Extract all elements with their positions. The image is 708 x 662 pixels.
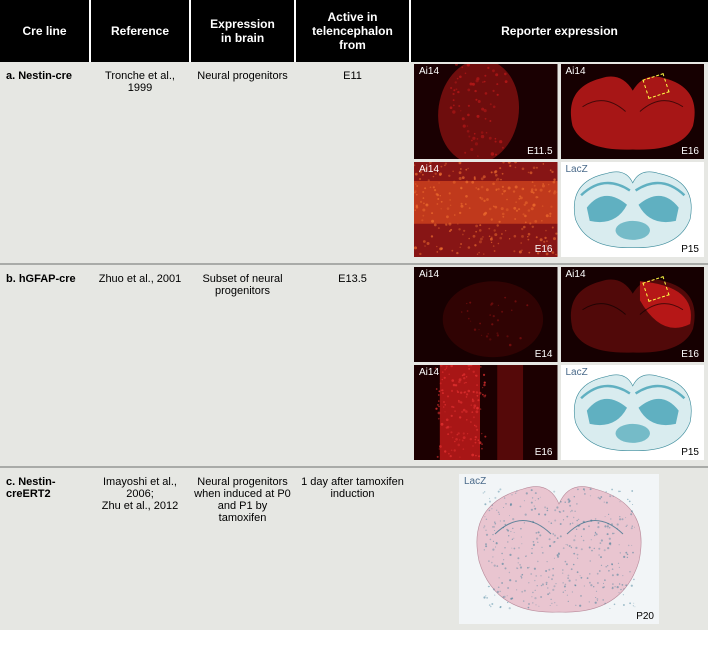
image-panel: LacZ P20: [459, 474, 659, 624]
table-row: a. Nestin-cre Tronche et al., 1999 Neura…: [0, 62, 708, 264]
cell-ref: Zhuo et al., 2001: [90, 264, 190, 467]
reporter-label: Ai14: [564, 269, 588, 280]
panel-grid: Ai14 E11.5 Ai14 E16 Ai14 E16 LacZ P15: [410, 62, 708, 263]
reporter-label: LacZ: [462, 476, 488, 487]
stage-label: E16: [533, 447, 555, 458]
stage-label: E16: [533, 244, 555, 255]
stage-label: P15: [679, 244, 701, 255]
reporter-label: Ai14: [417, 367, 441, 378]
cell-active: 1 day after tamoxifen induction: [295, 467, 410, 630]
table-row: b. hGFAP-cre Zhuo et al., 2001 Subset of…: [0, 264, 708, 467]
cell-reporter: Ai14 E14 Ai14 E16 Ai14 E16 LacZ P15: [410, 264, 708, 467]
reporter-label: Ai14: [417, 164, 441, 175]
cell-expr: Subset of neural progenitors: [190, 264, 295, 467]
reporter-label: Ai14: [417, 269, 441, 280]
stage-label: E14: [533, 349, 555, 360]
stage-label: P15: [679, 447, 701, 458]
panel-grid: Ai14 E14 Ai14 E16 Ai14 E16 LacZ P15: [410, 265, 708, 466]
cell-ref: Imayoshi et al., 2006;Zhu et al., 2012: [90, 467, 190, 630]
stage-label: E11.5: [525, 146, 554, 157]
table-body: a. Nestin-cre Tronche et al., 1999 Neura…: [0, 62, 708, 630]
header-reporter: Reporter expression: [410, 0, 708, 62]
image-panel: Ai14 E14: [414, 267, 558, 362]
cell-expr: Neural progenitors: [190, 62, 295, 264]
stage-label: E16: [679, 349, 701, 360]
cell-reporter: Ai14 E11.5 Ai14 E16 Ai14 E16 LacZ P15: [410, 62, 708, 264]
table-row: c. Nestin- creERT2 Imayoshi et al., 2006…: [0, 467, 708, 630]
cell-ref: Tronche et al., 1999: [90, 62, 190, 264]
stage-label: E16: [679, 146, 701, 157]
reporter-label: LacZ: [564, 164, 590, 175]
image-panel: LacZ P15: [561, 365, 705, 460]
reporter-label: Ai14: [417, 66, 441, 77]
image-panel: Ai14 E16: [414, 365, 558, 460]
cell-reporter: LacZ P20: [410, 467, 708, 630]
header-cre: Cre line: [0, 0, 90, 62]
cre-line-table: Cre line Reference Expressionin brain Ac…: [0, 0, 708, 630]
cell-active: E11: [295, 62, 410, 264]
image-panel: Ai14 E16: [414, 162, 558, 257]
reporter-label: LacZ: [564, 367, 590, 378]
image-panel: Ai14 E16: [561, 267, 705, 362]
image-panel: LacZ P15: [561, 162, 705, 257]
panel-single: LacZ P20: [410, 468, 708, 630]
header-ref: Reference: [90, 0, 190, 62]
reporter-label: Ai14: [564, 66, 588, 77]
cell-cre: a. Nestin-cre: [0, 62, 90, 264]
cell-cre: c. Nestin- creERT2: [0, 467, 90, 630]
cell-cre: b. hGFAP-cre: [0, 264, 90, 467]
stage-label: P20: [634, 611, 656, 622]
header-expr: Expressionin brain: [190, 0, 295, 62]
header-row: Cre line Reference Expressionin brain Ac…: [0, 0, 708, 62]
image-panel: Ai14 E16: [561, 64, 705, 159]
cell-active: E13.5: [295, 264, 410, 467]
header-active: Active intelencephalon from: [295, 0, 410, 62]
cell-expr: Neural progenitors when induced at P0 an…: [190, 467, 295, 630]
image-panel: Ai14 E11.5: [414, 64, 558, 159]
